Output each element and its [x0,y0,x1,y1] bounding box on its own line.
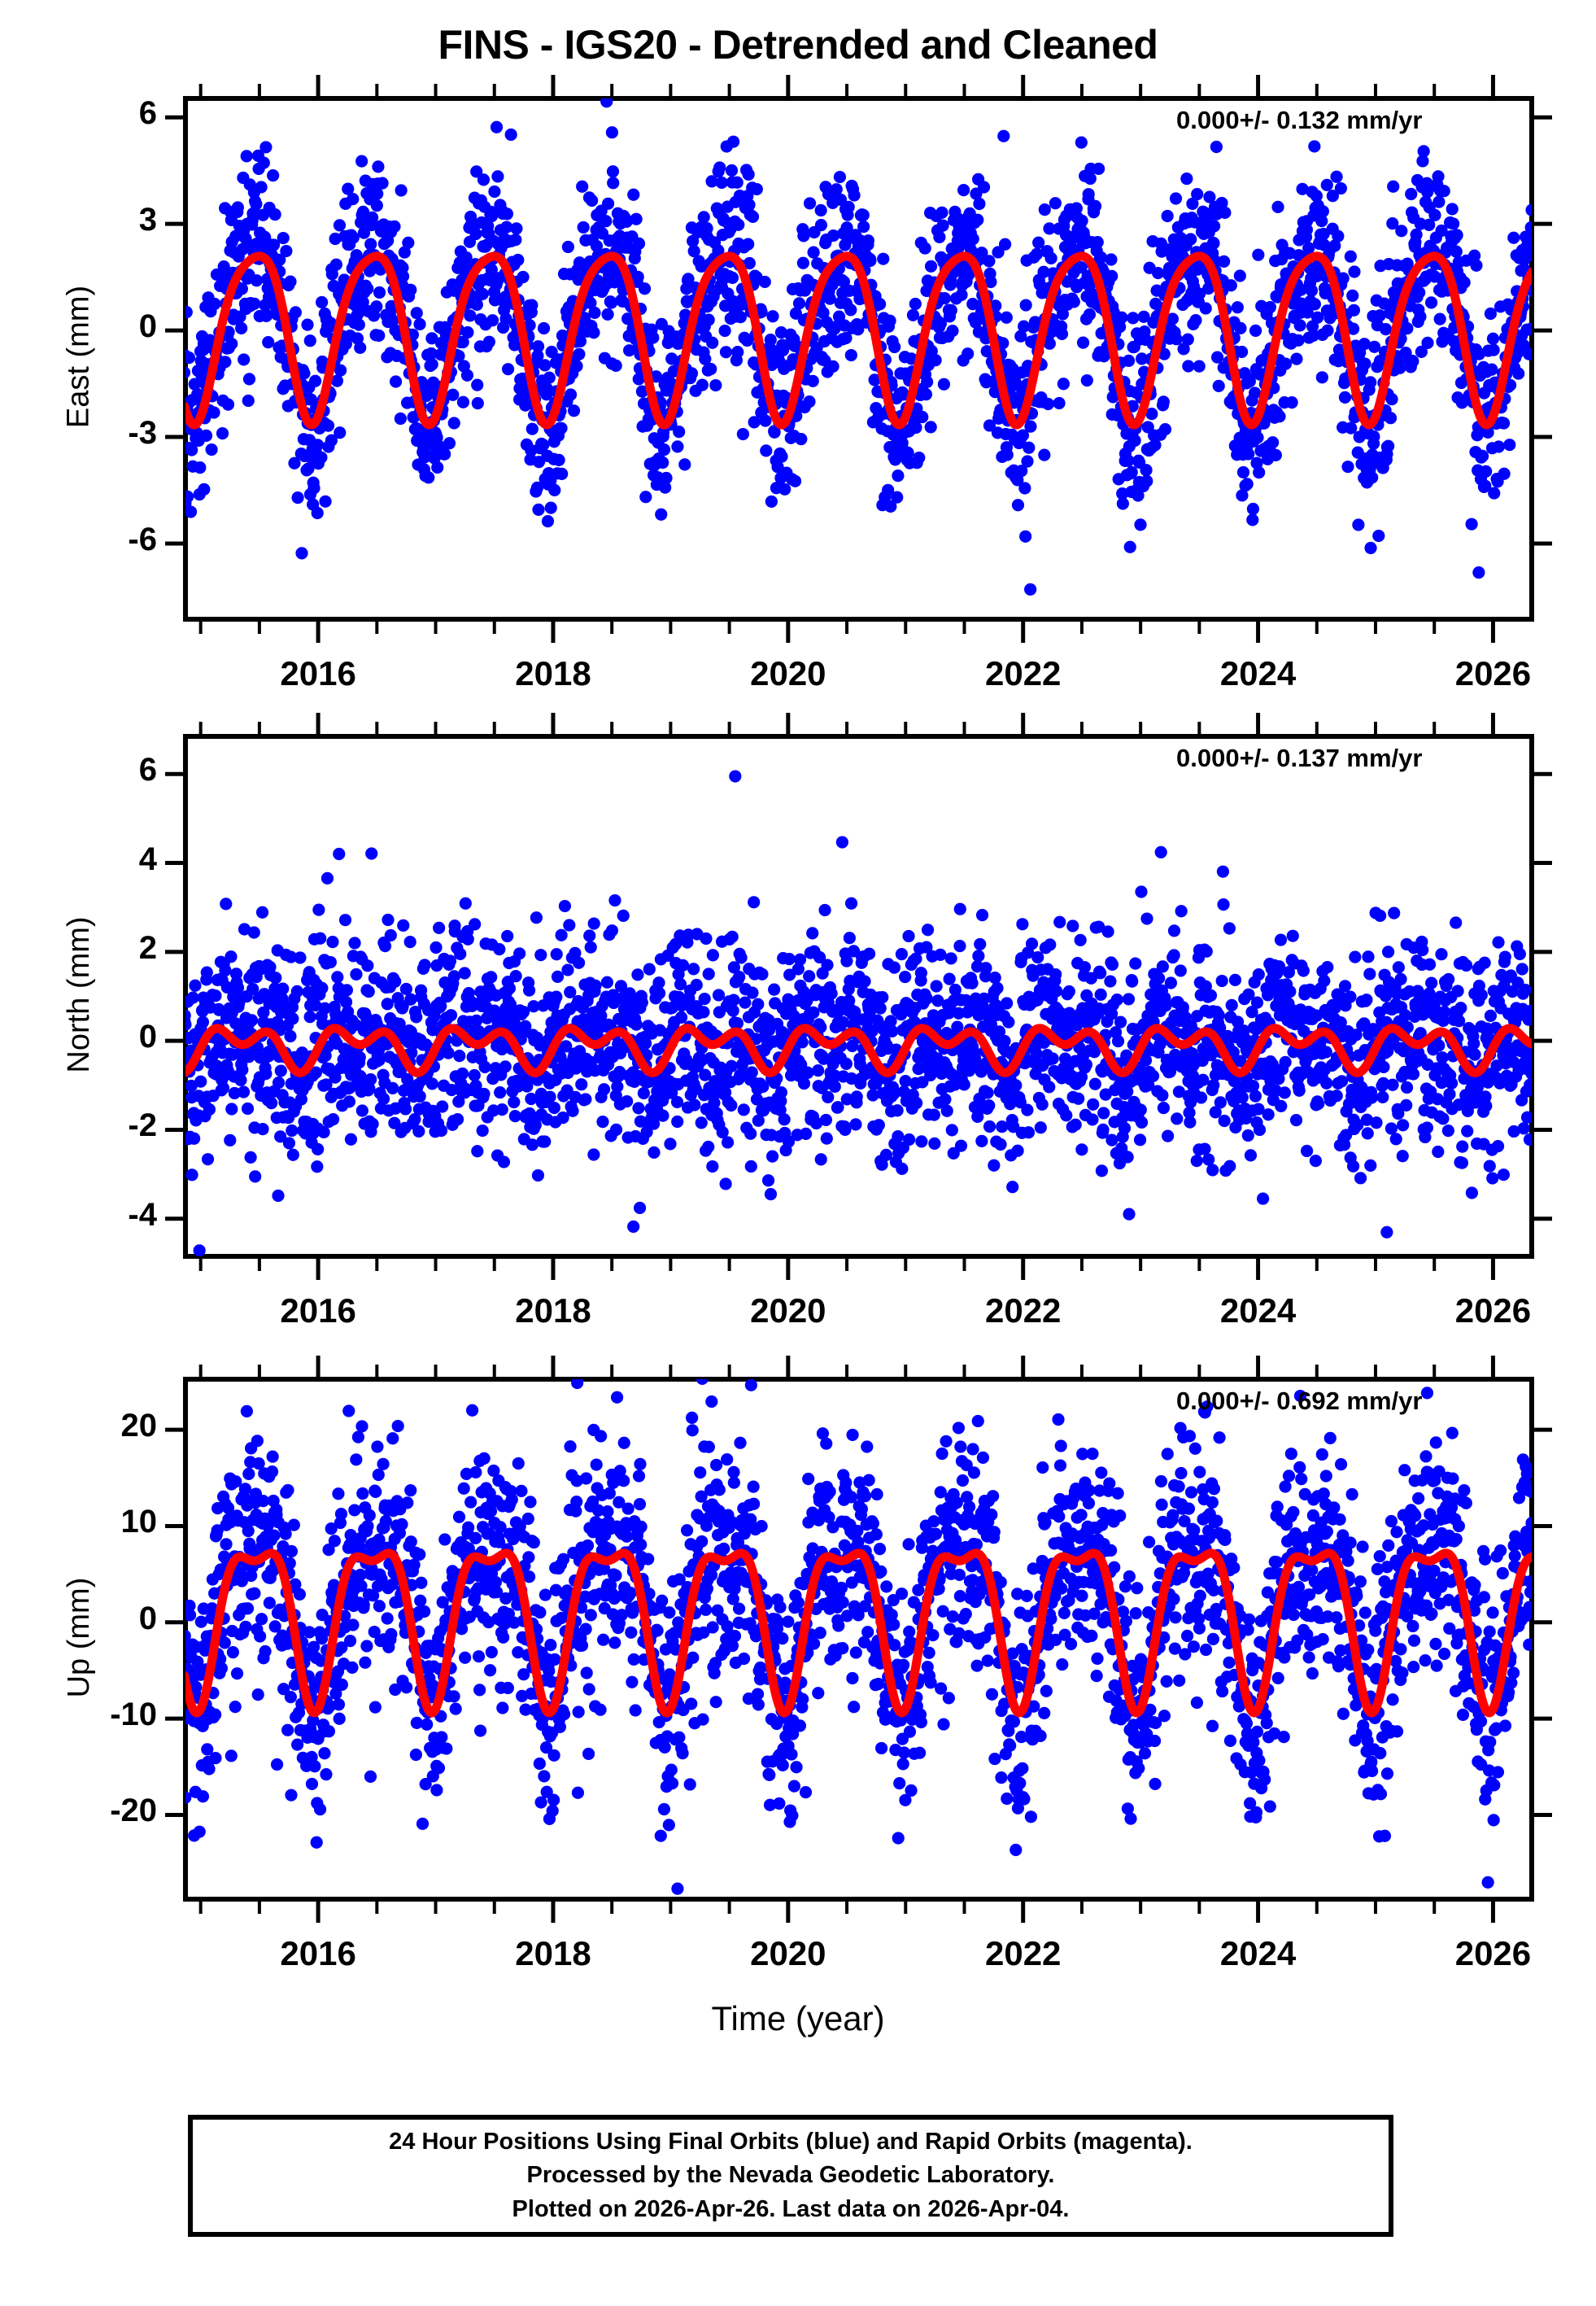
y-tick-label-north-4: -2 [128,1107,157,1144]
x-tick-label-up-2016: 2016 [280,1934,356,1972]
x-tick-label-north-2020: 2020 [750,1291,826,1330]
y-tick-label-north-3: 0 [138,1019,157,1055]
x-tick-label-north-2018: 2018 [515,1291,591,1330]
rate-annotation-north: 0.000+/- 0.137 mm/yr [1176,744,1423,772]
y-tick-label-up-2: 0 [138,1600,157,1636]
caption-box: 24 Hour Positions Using Final Orbits (bl… [188,2115,1393,2237]
y-axis-title-east: East (mm) [61,285,96,429]
x-tick-label-north-2024: 2024 [1219,1291,1297,1330]
x-tick-label-up-2026: 2026 [1454,1934,1532,1972]
y-tick-label-east-4: -6 [128,521,157,557]
y-tick-label-north-0: 6 [138,752,157,788]
rate-annotation-east: 0.000+/- 0.132 mm/yr [1176,106,1423,134]
x-tick-label-east-2024: 2024 [1219,654,1297,692]
rate-annotation-up: 0.000+/- 0.692 mm/yr [1176,1387,1423,1415]
y-tick-label-east-1: 3 [138,202,157,238]
x-tick-label-east-2018: 2018 [515,654,591,692]
x-tick-label-east-2026: 2026 [1454,654,1532,692]
x-tick-label-east-2020: 2020 [750,654,826,692]
plot-frame-up [183,1377,1534,1902]
plot-frame-north [183,734,1534,1259]
y-tick-label-up-0: 20 [120,1408,158,1444]
y-tick-label-north-2: 2 [138,929,157,966]
y-tick-label-up-3: -10 [110,1697,157,1733]
page-title: FINS - IGS20 - Detrended and Cleaned [438,22,1158,68]
y-tick-label-up-4: -20 [110,1793,157,1829]
y-tick-label-north-1: 4 [138,841,157,877]
plot-frame-east [183,96,1534,622]
x-tick-label-east-2016: 2016 [280,654,356,692]
x-tick-label-up-2018: 2018 [515,1934,591,1972]
caption-line-3: Plotted on 2026-Apr-26. Last data on 202… [512,2195,1070,2222]
y-tick-label-east-0: 6 [138,95,157,132]
x-tick-label-up-2022: 2022 [984,1934,1062,1972]
y-tick-label-east-2: 0 [138,308,157,345]
x-tick-label-up-2020: 2020 [750,1934,826,1972]
y-axis-title-up: Up (mm) [61,1577,96,1697]
y-tick-label-up-1: 10 [120,1504,158,1540]
x-tick-label-up-2024: 2024 [1219,1934,1297,1972]
x-axis-title: Time (year) [711,1999,885,2037]
caption-line-1: 24 Hour Positions Using Final Orbits (bl… [389,2129,1193,2155]
y-tick-label-east-3: -3 [128,415,157,452]
x-tick-label-north-2022: 2022 [984,1291,1062,1330]
x-tick-label-north-2026: 2026 [1454,1291,1532,1330]
x-tick-label-north-2016: 2016 [280,1291,356,1330]
caption-line-2: Processed by the Nevada Geodetic Laborat… [526,2162,1055,2189]
y-axis-title-north: North (mm) [61,915,96,1073]
y-tick-label-north-5: -4 [128,1196,157,1233]
x-tick-label-east-2022: 2022 [984,654,1062,692]
